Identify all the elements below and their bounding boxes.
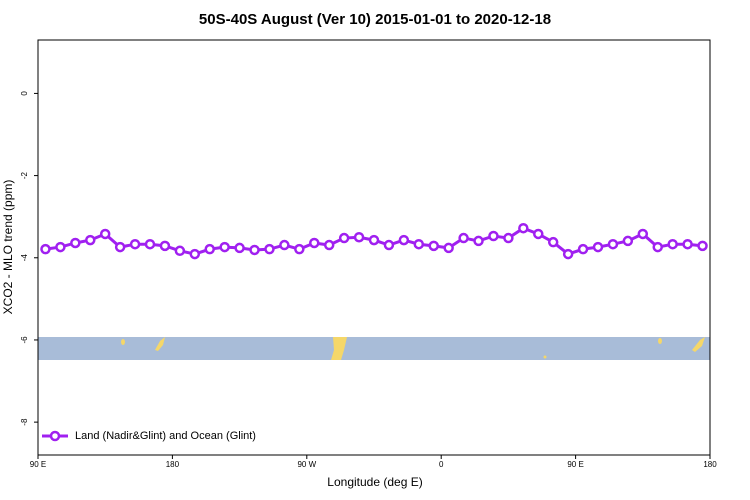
data-point (413, 238, 425, 250)
land-patch (543, 355, 547, 359)
data-point (234, 242, 245, 254)
data-point (85, 234, 96, 246)
land-patch (692, 337, 705, 352)
x-tick-label: 90 W (297, 460, 316, 469)
data-point (279, 239, 290, 251)
land-patch (155, 337, 165, 351)
x-tick-label: 90 E (30, 460, 46, 469)
y-tick-label: -8 (20, 418, 29, 426)
x-tick-label: 180 (703, 460, 717, 469)
data-point (592, 241, 604, 253)
land-ocean-strip (38, 337, 710, 360)
y-tick-label: -6 (20, 336, 29, 344)
data-point (55, 241, 66, 253)
land-patch (658, 338, 662, 344)
data-point (488, 230, 499, 242)
data-point (533, 228, 544, 240)
land-patch (331, 337, 347, 360)
data-point (473, 235, 484, 247)
y-tick-label: 0 (20, 91, 29, 96)
x-tick-label: 0 (439, 460, 444, 469)
data-point (309, 237, 320, 249)
land-patch (121, 339, 125, 345)
x-axis-label: Longitude (deg E) (327, 475, 422, 489)
data-point (398, 234, 410, 246)
data-point (503, 232, 514, 244)
data-point (353, 231, 365, 243)
data-point (652, 241, 663, 253)
plot-frame (37, 39, 711, 456)
data-point (114, 241, 126, 253)
legend-marker (49, 430, 61, 442)
data-point (264, 243, 275, 255)
data-point (323, 239, 335, 251)
data-point (518, 222, 529, 234)
x-tick-label: 90 E (567, 460, 583, 469)
data-point (637, 228, 649, 240)
legend-label: Land (Nadir&Glint) and Ocean (Glint) (75, 430, 256, 442)
data-point (383, 239, 395, 251)
data-point (144, 238, 156, 250)
data-point (428, 240, 439, 252)
data-point (294, 243, 305, 255)
data-point (204, 243, 215, 255)
data-point (547, 236, 559, 248)
data-point (458, 232, 469, 244)
data-point (697, 240, 708, 252)
data-point (562, 248, 574, 260)
data-point (40, 243, 51, 255)
data-point (667, 238, 678, 250)
y-axis-label: XCO2 - MLO trend (ppm) (1, 180, 15, 315)
data-point (607, 238, 619, 250)
y-tick-label: -2 (20, 171, 29, 179)
data-point (219, 241, 230, 253)
data-point (249, 244, 260, 256)
data-point (159, 240, 171, 252)
data-point (174, 245, 186, 257)
data-point (99, 228, 111, 240)
data-point (622, 235, 634, 247)
data-point (338, 232, 350, 244)
data-point (443, 242, 454, 254)
data-point (682, 238, 693, 250)
chart-title: 50S-40S August (Ver 10) 2015-01-01 to 20… (199, 11, 551, 28)
data-point (129, 238, 141, 250)
data-point (368, 234, 380, 246)
x-tick-label: 180 (166, 460, 180, 469)
data-point (189, 248, 201, 260)
data-point (577, 243, 589, 255)
ocean-band (38, 337, 710, 360)
data-point (70, 237, 81, 249)
y-tick-label: -4 (20, 254, 29, 262)
